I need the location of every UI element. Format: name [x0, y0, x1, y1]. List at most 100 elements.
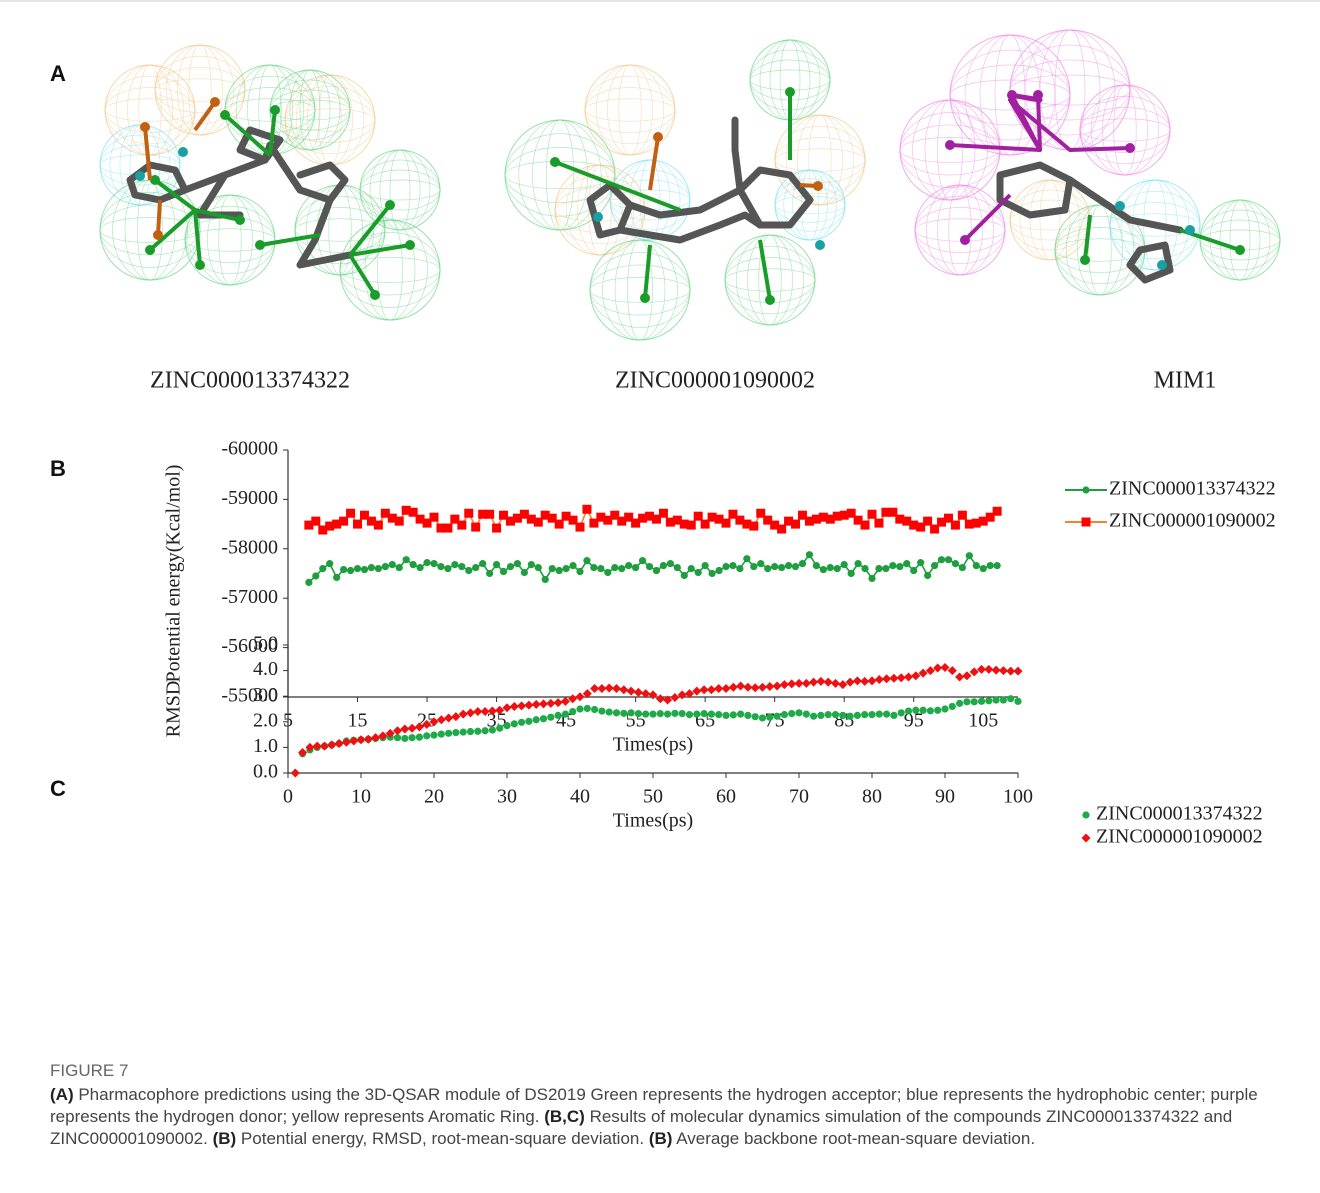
data-point — [773, 681, 782, 690]
data-point — [298, 748, 307, 757]
data-point — [430, 732, 437, 739]
data-point — [562, 711, 569, 718]
data-point — [627, 687, 636, 696]
sphere — [915, 196, 1005, 264]
data-point — [788, 710, 795, 717]
data-point — [911, 671, 920, 680]
caption-bold: (B,C) — [544, 1107, 585, 1126]
y-tick-label: 2.0 — [253, 709, 278, 731]
data-point — [667, 560, 674, 567]
sphere — [360, 160, 440, 220]
data-point — [708, 570, 715, 577]
y-tick-label: 1.0 — [253, 735, 278, 757]
data-point — [949, 703, 956, 710]
data-point — [517, 701, 526, 710]
data-point — [518, 719, 525, 726]
vector-head — [653, 132, 663, 142]
vector-head — [220, 110, 230, 120]
y-tick-label: 3.0 — [253, 684, 278, 706]
data-point — [333, 574, 340, 581]
data-point — [465, 567, 472, 574]
data-point — [848, 570, 855, 577]
vector-head — [370, 290, 380, 300]
data-point — [438, 730, 445, 737]
bond — [630, 170, 810, 225]
data-point — [535, 564, 542, 571]
sphere — [340, 233, 440, 308]
data-point — [598, 707, 605, 714]
x-tick-label: 30 — [497, 786, 517, 808]
data-point — [460, 728, 467, 735]
data-point — [765, 682, 774, 691]
data-point — [802, 679, 811, 688]
y-tick-label: 4.0 — [253, 658, 278, 680]
data-point — [970, 667, 979, 676]
sphere — [1230, 200, 1250, 280]
data-point — [759, 714, 766, 721]
data-point — [576, 705, 583, 712]
data-point — [692, 687, 701, 696]
sphere — [285, 75, 375, 165]
data-point — [619, 685, 628, 694]
data-point — [532, 700, 541, 709]
data-point — [955, 673, 964, 682]
data-point — [671, 710, 678, 717]
data-point — [834, 565, 841, 572]
data-point — [729, 562, 736, 569]
data-point — [546, 699, 555, 708]
vector-head — [140, 122, 150, 132]
data-point — [408, 724, 417, 733]
data-point — [933, 664, 942, 673]
data-point — [452, 729, 459, 736]
data-point — [618, 565, 625, 572]
data-point — [875, 675, 884, 684]
sphere — [590, 278, 690, 303]
sphere — [105, 99, 195, 122]
data-point — [931, 562, 938, 569]
caption: FIGURE 7 (A) Pharmacophore predictions u… — [50, 1060, 1300, 1150]
data-point — [679, 710, 686, 717]
data-point — [1000, 696, 1007, 703]
data-point — [443, 524, 452, 533]
data-point — [524, 701, 533, 710]
data-point — [780, 680, 789, 689]
data-point — [722, 684, 731, 693]
vector-head — [945, 140, 955, 150]
data-point — [357, 735, 366, 744]
data-point — [444, 565, 451, 572]
data-point — [326, 560, 333, 567]
data-point — [396, 564, 403, 571]
data-point — [628, 709, 635, 716]
data-point — [941, 705, 948, 712]
sphere — [219, 195, 242, 285]
sphere — [1080, 85, 1170, 175]
data-point — [555, 712, 562, 719]
data-point — [528, 561, 535, 568]
data-point — [882, 674, 891, 683]
data-point — [569, 708, 576, 715]
data-point — [743, 683, 752, 692]
data-point — [984, 665, 993, 674]
data-point — [539, 699, 548, 708]
data-point — [827, 564, 834, 571]
data-point — [774, 713, 781, 720]
sphere — [915, 219, 1005, 242]
bond — [300, 200, 350, 265]
sphere — [736, 235, 804, 325]
bond — [1000, 165, 1070, 215]
data-point — [792, 563, 799, 570]
data-point — [375, 565, 382, 572]
data-point — [722, 563, 729, 570]
data-point — [549, 565, 556, 572]
data-point — [649, 690, 658, 699]
data-point — [736, 681, 745, 690]
data-point — [464, 509, 473, 518]
data-point — [787, 679, 796, 688]
data-point — [525, 718, 532, 725]
sphere — [505, 134, 615, 217]
data-point — [785, 562, 792, 569]
data-point — [868, 711, 875, 718]
data-point — [752, 713, 759, 720]
data-point — [340, 566, 347, 573]
x-tick-label: 105 — [968, 710, 998, 732]
